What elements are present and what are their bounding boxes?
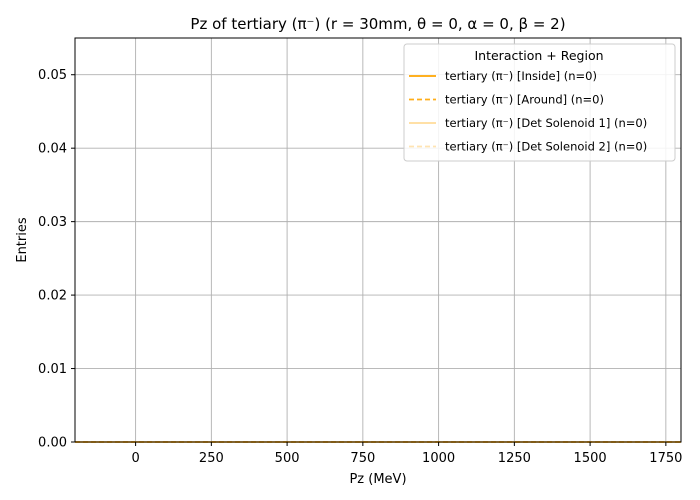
y-tick-label: 0.05: [38, 68, 67, 83]
plot-area-frame: [74, 37, 682, 443]
y-tick-label: 0.04: [38, 142, 67, 157]
legend-title: Interaction + Region: [474, 48, 603, 63]
x-tick-label: 500: [275, 451, 300, 466]
x-tick-label: 1500: [574, 451, 607, 466]
x-tick-label: 1750: [649, 451, 682, 466]
x-axis-label: Pz (MeV): [349, 472, 406, 487]
x-axis-ticks: 0 250 500 750 1000 1250 1500 1750: [131, 442, 682, 466]
x-tick-label: 1000: [422, 451, 455, 466]
y-tick-label: 0.00: [38, 436, 67, 451]
legend-entry-label: tertiary (π⁻) [Around] (n=0): [445, 93, 604, 107]
x-tick-label: 1250: [498, 451, 531, 466]
chart-title: Pz of tertiary (π⁻) (r = 30mm, θ = 0, α …: [190, 15, 565, 33]
x-tick-label: 750: [350, 451, 375, 466]
legend-items: tertiary (π⁻) [Inside] (n=0) tertiary (π⁻…: [409, 69, 647, 154]
y-tick-label: 0.02: [38, 289, 67, 304]
y-tick-label: 0.01: [38, 362, 67, 377]
y-axis-label: Entries: [15, 217, 30, 263]
y-axis-ticks: 0.00 0.01 0.02 0.03 0.04 0.05: [38, 68, 75, 451]
x-tick-label: 250: [199, 451, 224, 466]
legend: Interaction + Region tertiary (π⁻) [Insi…: [403, 43, 676, 162]
legend-box: [403, 43, 676, 162]
y-tick-label: 0.03: [38, 215, 67, 230]
legend-entry-label: tertiary (π⁻) [Det Solenoid 1] (n=0): [445, 116, 647, 130]
legend-entry-label: tertiary (π⁻) [Det Solenoid 2] (n=0): [445, 140, 647, 154]
legend-entry-label: tertiary (π⁻) [Inside] (n=0): [445, 69, 597, 83]
x-tick-label: 0: [131, 451, 139, 466]
